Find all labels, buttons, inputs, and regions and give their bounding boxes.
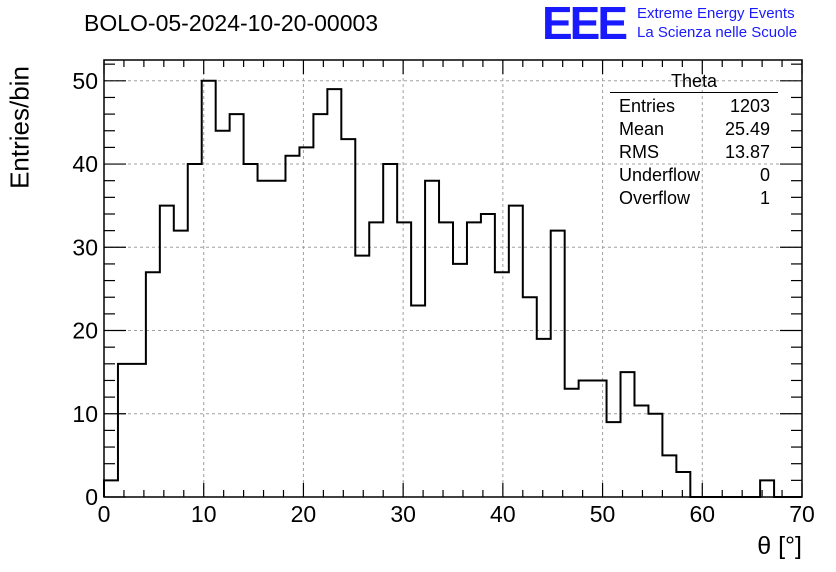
stats-row-mean: Mean 25.49: [619, 119, 770, 139]
x-tick-label: 70: [789, 501, 815, 527]
x-tick-label: 50: [590, 501, 616, 527]
logo-line-2: La Scienza nelle Scuole: [637, 24, 798, 41]
x-tick-label: 60: [689, 501, 715, 527]
histogram-series: [103, 79, 802, 498]
eee-logo: EEE: [542, 0, 628, 49]
plot-frame: [103, 59, 803, 498]
x-tick-label: 30: [390, 501, 416, 527]
stats-title: Theta: [610, 71, 778, 93]
x-tick-label: 0: [98, 501, 111, 527]
stats-row-overflow: Overflow 1: [619, 188, 770, 208]
y-tick-label: 30: [72, 234, 98, 260]
y-tick-label: 0: [85, 484, 98, 510]
stats-row-entries: Entries 1203: [619, 96, 770, 116]
stats-box: Theta Entries 1203 Mean 25.49 RMS 13.87 Und…: [610, 71, 778, 210]
x-tick-label: 40: [490, 501, 516, 527]
logo-line-1: Extreme Energy Events: [637, 5, 795, 22]
y-tick-label: 20: [72, 318, 98, 344]
y-tick-label: 50: [72, 68, 98, 94]
y-tick-label: 10: [72, 401, 98, 427]
x-axis-label: θ [°]: [757, 532, 802, 560]
y-tick-label: 40: [72, 151, 98, 177]
x-tick-label: 20: [291, 501, 317, 527]
x-tick-label: 10: [191, 501, 217, 527]
eee-logo-text: Extreme Energy Events La Scienza nelle S…: [637, 4, 797, 42]
stats-row-underflow: Underflow 0: [619, 165, 770, 185]
stats-row-rms: RMS 13.87: [619, 142, 770, 162]
chart-title: BOLO-05-2024-10-20-00003: [84, 10, 379, 36]
